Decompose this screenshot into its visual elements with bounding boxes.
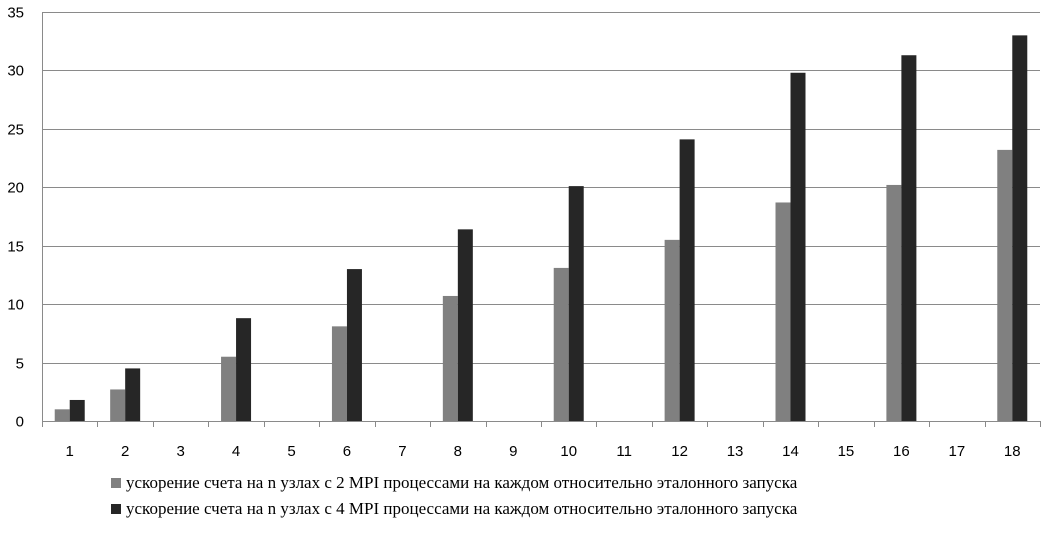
x-tick-labels: 1 2 3 4 5 6 7 8 9 10 11 12 13 14 15 16 17 18 xyxy=(66,443,1021,460)
bar-series2-cat8 xyxy=(457,229,473,421)
bar-series2-cat14 xyxy=(790,72,806,421)
bar-series2-cat18 xyxy=(1012,35,1028,421)
legend: ускорение счета на n узлах с 2 MPI проце… xyxy=(111,473,798,518)
bar-series1-cat16 xyxy=(886,184,902,421)
y-tick-label: 10 xyxy=(7,297,24,314)
bar-series2-cat10 xyxy=(568,186,584,421)
legend-swatch-4mpi xyxy=(111,504,121,514)
x-tick-label: 4 xyxy=(232,443,240,460)
legend-label-2mpi: ускорение счета на n узлах с 2 MPI проце… xyxy=(126,473,798,492)
x-tick-label: 12 xyxy=(671,443,688,460)
bar-series1-cat4 xyxy=(221,356,237,421)
bar-series1-cat12 xyxy=(664,239,680,421)
x-tick-label: 17 xyxy=(948,443,965,460)
bar-series2-cat12 xyxy=(679,139,695,422)
x-tick-label: 15 xyxy=(838,443,855,460)
bar-series1-cat1 xyxy=(54,409,70,421)
x-tick-label: 5 xyxy=(287,443,295,460)
x-tick-label: 8 xyxy=(454,443,462,460)
bars xyxy=(54,35,1028,422)
x-tick-label: 18 xyxy=(1004,443,1021,460)
grid-lines xyxy=(42,12,1040,364)
bar-series1-cat8 xyxy=(442,295,458,421)
y-tick-label: 25 xyxy=(7,122,24,139)
x-tick-label: 6 xyxy=(343,443,351,460)
axes xyxy=(42,12,1041,427)
x-tick-label: 10 xyxy=(560,443,577,460)
x-tick-label: 3 xyxy=(176,443,184,460)
bar-series2-cat2 xyxy=(125,368,141,421)
bar-series2-cat16 xyxy=(901,55,917,421)
bar-series1-cat14 xyxy=(775,202,791,421)
y-tick-label: 0 xyxy=(16,414,24,431)
legend-swatch-2mpi xyxy=(111,478,121,488)
y-tick-label: 15 xyxy=(7,239,24,256)
x-tick-label: 11 xyxy=(616,443,632,460)
bar-series1-cat6 xyxy=(331,326,347,421)
x-tick-label: 9 xyxy=(509,443,517,460)
x-tick-label: 13 xyxy=(727,443,744,460)
x-tick-label: 1 xyxy=(66,443,74,460)
x-tick-label: 7 xyxy=(398,443,406,460)
x-tick-label: 2 xyxy=(121,443,129,460)
y-tick-label: 5 xyxy=(16,356,24,373)
y-tick-label: 35 xyxy=(7,5,24,22)
bar-series1-cat2 xyxy=(110,389,126,421)
bar-series2-cat6 xyxy=(346,269,362,421)
y-tick-label: 20 xyxy=(7,180,24,197)
y-tick-label: 30 xyxy=(7,63,24,80)
y-tick-labels: 0 5 10 15 20 25 30 35 xyxy=(7,5,24,431)
bar-series2-cat1 xyxy=(69,399,85,421)
x-tick-label: 14 xyxy=(782,443,799,460)
bar-series2-cat4 xyxy=(236,318,252,421)
bar-series1-cat10 xyxy=(553,267,569,421)
bar-series1-cat18 xyxy=(997,149,1013,422)
x-tick-label: 16 xyxy=(893,443,910,460)
legend-label-4mpi: ускорение счета на n узлах с 4 MPI проце… xyxy=(126,499,798,518)
